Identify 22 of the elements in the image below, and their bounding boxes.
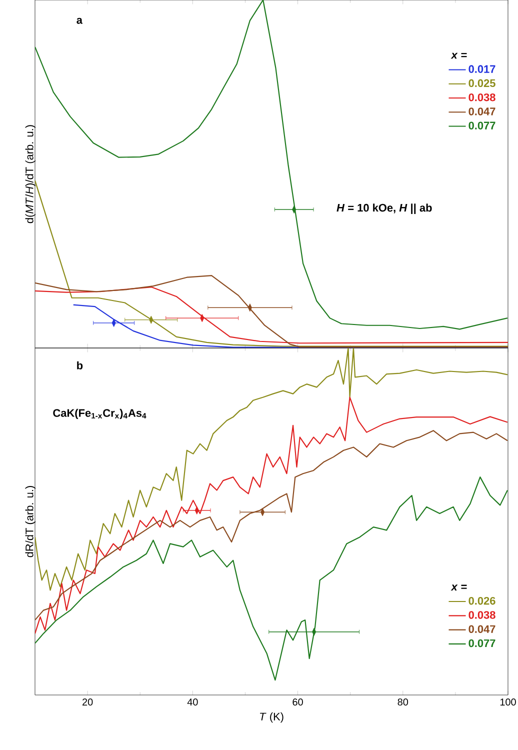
x-tick-label: 20: [82, 698, 93, 706]
annotation: b: [77, 361, 83, 370]
x-tick-label: 60: [292, 698, 303, 706]
legend-label: 0.077: [468, 122, 496, 130]
legend-label: 0.025: [468, 79, 496, 88]
legend-label: 0.077: [468, 639, 496, 648]
annotation: a: [76, 18, 83, 24]
x-axis-title: T (K): [260, 712, 284, 723]
annotation: H = 10 kOe, H || ab: [336, 204, 432, 214]
legend-label: 0.047: [468, 625, 496, 633]
legend-label: 0.038: [468, 611, 496, 619]
x-tick-label: 40: [187, 698, 198, 706]
legend-title: x =: [450, 584, 467, 590]
legend-label: 0.017: [468, 65, 496, 73]
y-axis-title: dR/dT (arb. u.): [25, 486, 36, 558]
x-tick-label: 100: [500, 698, 516, 706]
legend-label: 0.026: [468, 596, 496, 605]
legend-title: x =: [450, 52, 467, 59]
legend-label: 0.038: [468, 93, 496, 102]
x-tick-label: 80: [398, 698, 408, 706]
annotation: CaK(Fe$_{1-x}$Cr$_{x}$)$_{4}$As$_{4}$: [53, 408, 146, 420]
legend-label: 0.047: [468, 108, 496, 116]
